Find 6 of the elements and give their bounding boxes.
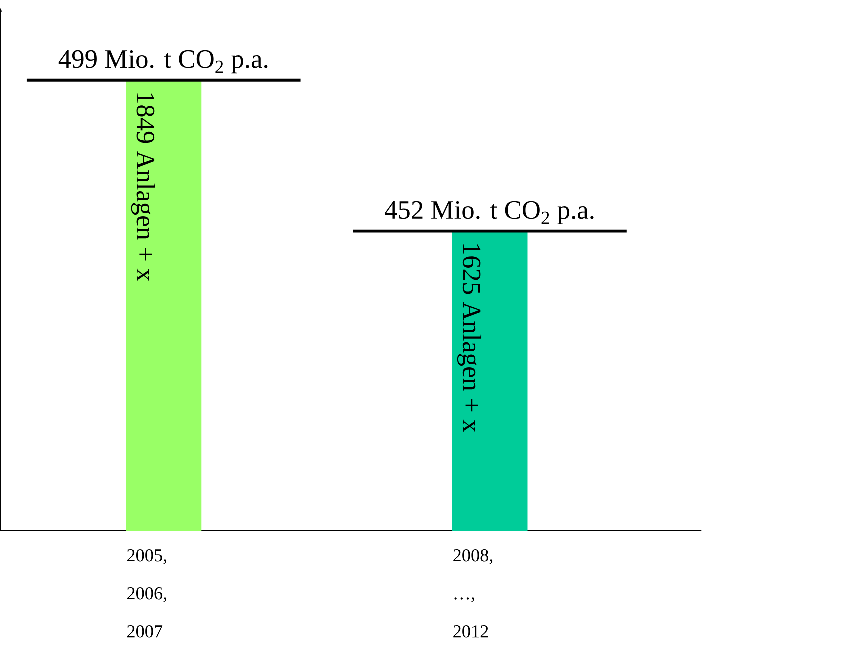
annotation: 1625 Anlagen + x xyxy=(457,244,482,432)
annotation: 1849 Anlagen + x xyxy=(131,93,156,282)
annotation: 499 Mio. t CO$_{2}$ p.a. xyxy=(58,50,268,74)
category-label: 2008, …, 2012 xyxy=(454,549,493,638)
category-label: 2005, 2006, 2007 xyxy=(128,549,166,638)
annotation: 452 Mio. t CO$_{2}$ p.a. xyxy=(385,201,594,224)
